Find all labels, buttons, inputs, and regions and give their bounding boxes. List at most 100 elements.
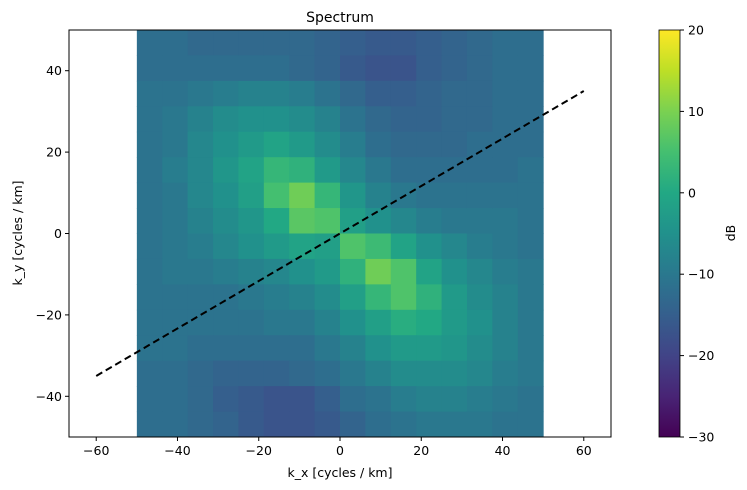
heatmap-cell: [162, 258, 189, 285]
heatmap-cell: [314, 335, 341, 362]
heatmap-cell: [517, 284, 544, 311]
heatmap-cell: [517, 335, 544, 362]
heatmap-cell: [492, 335, 519, 362]
heatmap-cell: [416, 411, 443, 438]
heatmap-cell: [517, 360, 544, 387]
heatmap-cell: [187, 182, 214, 209]
heatmap-cell: [187, 309, 214, 336]
heatmap-cell: [390, 30, 417, 56]
heatmap-cell: [517, 411, 544, 438]
heatmap-cell: [365, 157, 392, 184]
heatmap-cell: [187, 80, 214, 107]
heatmap-cell: [390, 309, 417, 336]
heatmap-cell: [162, 55, 189, 82]
heatmap-cell: [492, 411, 519, 438]
heatmap-cell: [213, 284, 239, 311]
heatmap-cell: [314, 55, 341, 82]
heatmap-cell: [263, 131, 290, 158]
heatmap-cell: [492, 309, 519, 336]
heatmap-cell: [136, 309, 163, 336]
heatmap-cell: [390, 233, 417, 260]
heatmap-cell: [263, 386, 290, 413]
heatmap-cell: [492, 258, 519, 285]
heatmap-cell: [365, 386, 392, 413]
heatmap-cell: [263, 309, 290, 336]
x-tick-label: −40: [164, 443, 190, 458]
dashed-line-segment: [95, 90, 585, 377]
heatmap-cell: [289, 30, 316, 56]
heatmap-cell: [289, 106, 316, 133]
heatmap-cell: [492, 360, 519, 387]
heatmap-cell: [187, 335, 214, 362]
heatmap-cell: [162, 386, 189, 413]
heatmap-cell: [238, 360, 265, 387]
heatmap-cell: [441, 30, 468, 56]
heatmap-cell: [289, 360, 316, 387]
heatmap-cell: [340, 208, 366, 234]
heatmap-cell: [289, 55, 316, 82]
heatmap-cell: [517, 182, 544, 209]
heatmap-cell: [238, 208, 265, 234]
heatmap-cell: [390, 258, 417, 285]
heatmap-cell: [162, 233, 189, 260]
heatmap-cell: [238, 80, 265, 107]
heatmap-cell: [466, 284, 493, 311]
heatmap-cell: [517, 309, 544, 336]
heatmap-cell: [466, 309, 493, 336]
heatmap-cell: [416, 157, 443, 184]
heatmap-cell: [441, 309, 468, 336]
heatmap-cell: [289, 309, 316, 336]
x-tick-label: 20: [413, 443, 429, 458]
heatmap-cell: [187, 233, 214, 260]
heatmap-cell: [390, 208, 417, 234]
y-tick-label: −20: [36, 307, 62, 322]
heatmap-cell: [213, 131, 239, 158]
heatmap-cell: [492, 80, 519, 107]
heatmap-cell: [162, 284, 189, 311]
heatmap-cell: [162, 360, 189, 387]
heatmap-cell: [416, 106, 443, 133]
heatmap-cell: [517, 55, 544, 82]
heatmap-cell: [416, 360, 443, 387]
x-tick-label: −20: [246, 443, 272, 458]
heatmap-cell: [441, 258, 468, 285]
heatmap-cell: [492, 182, 519, 209]
x-tick-label: 60: [576, 443, 592, 458]
heatmap-cell: [365, 182, 392, 209]
x-tick-label: −60: [83, 443, 109, 458]
heatmap-cell: [340, 360, 366, 387]
heatmap-cell: [340, 386, 366, 413]
heatmap-cell: [390, 335, 417, 362]
heatmap-cell: [289, 258, 316, 285]
heatmap-cell: [187, 30, 214, 56]
heatmap-cell: [187, 55, 214, 82]
chart-title: Spectrum: [306, 10, 374, 26]
heatmap-cell: [314, 182, 341, 209]
heatmap-cell: [340, 258, 366, 285]
heatmap-cell: [340, 335, 366, 362]
heatmap-cell: [263, 335, 290, 362]
heatmap-cell: [238, 182, 265, 209]
heatmap-cell: [314, 284, 341, 311]
heatmap-cell: [162, 106, 189, 133]
heatmap-cell: [213, 208, 239, 234]
heatmap-cell: [441, 131, 468, 158]
heatmap-cell: [340, 80, 366, 107]
heatmap-cell: [263, 106, 290, 133]
heatmap-cell: [162, 309, 189, 336]
heatmap-cell: [441, 335, 468, 362]
heatmap-cell: [289, 182, 316, 209]
y-axis-label: k_y [cycles / km]: [10, 180, 25, 285]
colorbar-tick-label: −30: [688, 430, 714, 445]
heatmap-cell: [187, 386, 214, 413]
heatmap-cell: [340, 106, 366, 133]
heatmap-cell: [416, 80, 443, 107]
heatmap-cell: [162, 411, 189, 438]
y-tick-label: 20: [46, 145, 62, 160]
heatmap-cell: [162, 208, 189, 234]
heatmap-cell: [441, 233, 468, 260]
heatmap-cell: [187, 157, 214, 184]
heatmap-cell: [390, 131, 417, 158]
heatmap-cell: [416, 131, 443, 158]
heatmap-cell: [263, 55, 290, 82]
